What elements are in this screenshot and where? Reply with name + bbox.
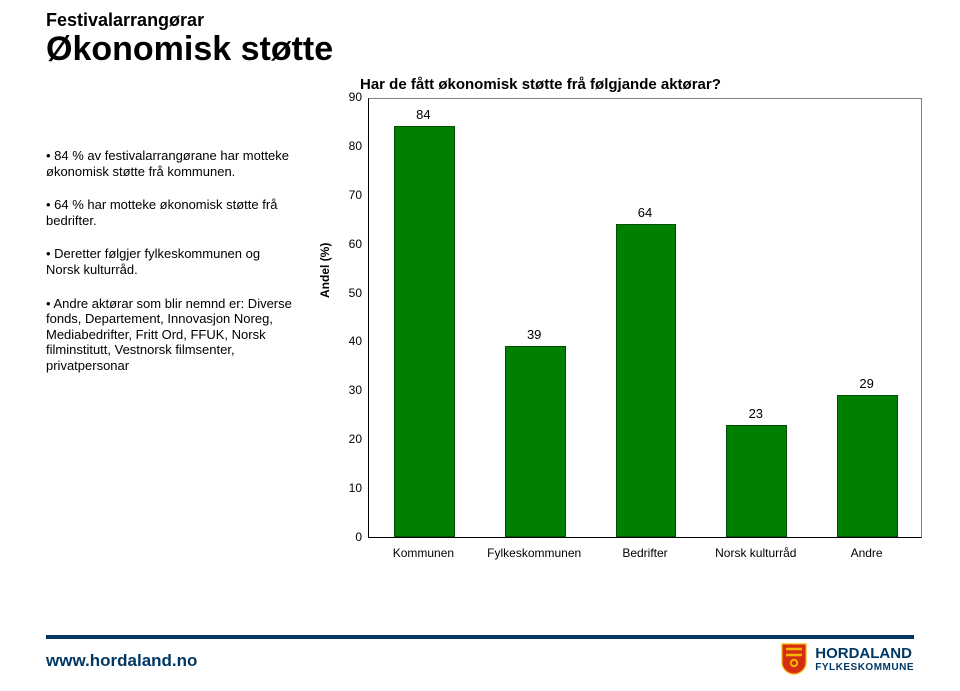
bullet-item: 84 % av festivalarrangørane har motteke … bbox=[46, 148, 296, 179]
y-tick-label: 0 bbox=[332, 530, 362, 544]
x-tick-label: Kommunen bbox=[368, 546, 479, 560]
y-tick-label: 20 bbox=[332, 432, 362, 446]
y-tick-label: 10 bbox=[332, 481, 362, 495]
bar-value-label: 64 bbox=[625, 205, 665, 220]
bullet-list: 84 % av festivalarrangørane har motteke … bbox=[46, 148, 296, 392]
bar-chart: Andel (%) 010203040506070809084Kommunen3… bbox=[318, 98, 922, 576]
y-axis-label: Andel (%) bbox=[318, 243, 332, 298]
y-tick-label: 80 bbox=[332, 139, 362, 153]
logo-text-sub: FYLKESKOMMUNE bbox=[815, 662, 914, 673]
footer-divider bbox=[46, 635, 914, 639]
bar bbox=[505, 346, 566, 537]
bar-value-label: 39 bbox=[514, 327, 554, 342]
page-title: Økonomisk støtte bbox=[46, 30, 333, 69]
logo-text-block: HORDALAND FYLKESKOMMUNE bbox=[815, 645, 914, 673]
y-tick-label: 50 bbox=[332, 286, 362, 300]
y-tick-label: 60 bbox=[332, 237, 362, 251]
shield-icon bbox=[781, 643, 807, 675]
x-tick-label: Fylkeskommunen bbox=[479, 546, 590, 560]
bar-value-label: 29 bbox=[847, 376, 887, 391]
supertitle: Festivalarrangørar bbox=[46, 10, 204, 31]
logo-text-main: HORDALAND bbox=[815, 645, 914, 662]
y-tick-label: 70 bbox=[332, 188, 362, 202]
footer: www.hordaland.no HORDALAND FYLKESKOMMUNE bbox=[0, 635, 960, 691]
y-tick-label: 90 bbox=[332, 90, 362, 104]
y-tick-label: 30 bbox=[332, 383, 362, 397]
bar-value-label: 84 bbox=[403, 107, 443, 122]
bar bbox=[837, 395, 898, 537]
bullet-item: Deretter følgjer fylkeskommunen og Norsk… bbox=[46, 246, 296, 277]
bar bbox=[616, 224, 677, 537]
bar bbox=[726, 425, 787, 537]
footer-logo: HORDALAND FYLKESKOMMUNE bbox=[781, 643, 914, 675]
bullet-item: 64 % har motteke økonomisk støtte frå be… bbox=[46, 197, 296, 228]
y-tick-label: 40 bbox=[332, 334, 362, 348]
x-tick-label: Andre bbox=[811, 546, 922, 560]
bullet-item: Andre aktørar som blir nemnd er: Diverse… bbox=[46, 296, 296, 374]
plot-area bbox=[368, 98, 922, 538]
bar bbox=[394, 126, 455, 537]
x-tick-label: Bedrifter bbox=[590, 546, 701, 560]
slide: Festivalarrangørar Økonomisk støtte Har … bbox=[0, 0, 960, 691]
x-tick-label: Norsk kulturråd bbox=[700, 546, 811, 560]
footer-url: www.hordaland.no bbox=[46, 651, 197, 671]
bar-value-label: 23 bbox=[736, 406, 776, 421]
chart-title: Har de fått økonomisk støtte frå følgjan… bbox=[360, 76, 721, 93]
